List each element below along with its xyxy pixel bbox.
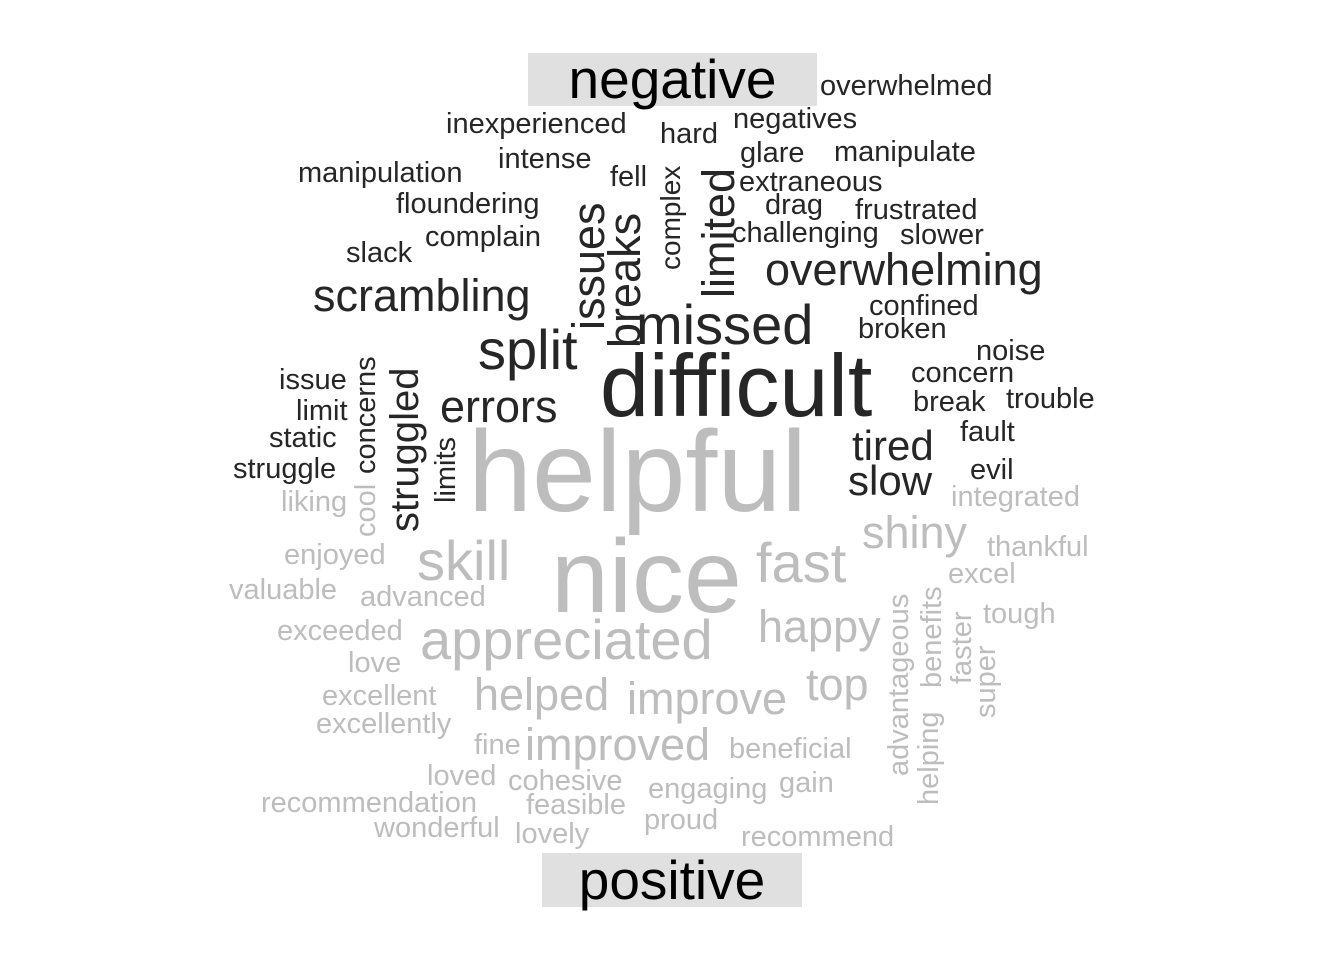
word-fault: fault bbox=[960, 416, 1015, 448]
word-helped: helped bbox=[474, 669, 610, 720]
word-engaging: engaging bbox=[648, 773, 768, 805]
word-loved: loved bbox=[427, 760, 497, 792]
word-nice: nice bbox=[551, 519, 742, 635]
word-break: break bbox=[913, 386, 986, 418]
word-static: static bbox=[269, 422, 337, 454]
word-tough: tough bbox=[983, 598, 1056, 630]
word-thankful: thankful bbox=[987, 531, 1089, 563]
word-enjoyed: enjoyed bbox=[284, 539, 386, 571]
word-slow: slow bbox=[848, 457, 933, 504]
word-improve: improve bbox=[627, 673, 788, 724]
group-label-positive: positive bbox=[542, 852, 802, 907]
word-appreciated: appreciated bbox=[420, 608, 713, 671]
word-evil: evil bbox=[970, 454, 1014, 486]
word-overwhelmed: overwhelmed bbox=[820, 70, 993, 102]
word-challenging: challenging bbox=[732, 217, 879, 249]
word-liking: liking bbox=[281, 486, 348, 518]
word-proud: proud bbox=[644, 804, 719, 836]
word-manipulation: manipulation bbox=[298, 157, 463, 189]
group-label-negative: negative bbox=[528, 52, 817, 107]
word-lovely: lovely bbox=[515, 818, 590, 850]
word-inexperienced: inexperienced bbox=[446, 108, 627, 140]
word-limits: limits bbox=[430, 436, 462, 503]
word-concerns: concerns bbox=[350, 356, 382, 474]
word-concern: concern bbox=[911, 357, 1015, 389]
word-errors: errors bbox=[440, 381, 558, 432]
word-trouble: trouble bbox=[1006, 383, 1095, 415]
word-advanced: advanced bbox=[360, 581, 486, 613]
word-excellent: excellent bbox=[322, 680, 437, 712]
word-broken: broken bbox=[858, 313, 947, 345]
word-top: top bbox=[806, 659, 869, 710]
word-helping: helping bbox=[913, 711, 945, 805]
word-improved: improved bbox=[525, 719, 711, 770]
word-cool: cool bbox=[350, 483, 382, 537]
word-complain: complain bbox=[425, 221, 542, 253]
word-love: love bbox=[348, 647, 402, 679]
word-struggled: struggled bbox=[383, 367, 427, 532]
word-frustrated: frustrated bbox=[855, 194, 978, 226]
word-wonderful: wonderful bbox=[374, 812, 500, 844]
word-overwhelming: overwhelming bbox=[765, 244, 1043, 295]
word-floundering: floundering bbox=[396, 188, 540, 220]
word-fine: fine bbox=[474, 729, 521, 761]
word-slack: slack bbox=[346, 237, 413, 269]
word-integrated: integrated bbox=[951, 481, 1080, 513]
word-limit: limit bbox=[296, 395, 348, 427]
word-intense: intense bbox=[498, 143, 592, 175]
word-fell: fell bbox=[610, 161, 648, 193]
word-manipulate: manipulate bbox=[834, 136, 976, 168]
word-helpful: helpful bbox=[468, 408, 807, 536]
word-exceeded: exceeded bbox=[277, 615, 403, 647]
word-recommend: recommend bbox=[741, 821, 895, 853]
word-tired: tired bbox=[852, 422, 934, 469]
word-shiny: shiny bbox=[862, 507, 968, 558]
word-scrambling: scrambling bbox=[313, 270, 531, 321]
word-confined: confined bbox=[869, 290, 979, 322]
word-noise: noise bbox=[976, 335, 1046, 367]
word-excellently: excellently bbox=[316, 708, 452, 740]
word-excel: excel bbox=[948, 558, 1016, 590]
word-beneficial: beneficial bbox=[729, 733, 852, 765]
word-split: split bbox=[478, 318, 578, 381]
word-difficult: difficult bbox=[600, 336, 873, 435]
word-missed: missed bbox=[636, 293, 814, 356]
word-gain: gain bbox=[779, 767, 834, 799]
word-skill: skill bbox=[417, 529, 511, 592]
word-hard: hard bbox=[660, 118, 719, 150]
word-negatives: negatives bbox=[733, 103, 858, 135]
word-issue: issue bbox=[279, 364, 347, 396]
word-struggle: struggle bbox=[233, 453, 337, 485]
word-drag: drag bbox=[765, 189, 824, 221]
word-extraneous: extraneous bbox=[739, 166, 883, 198]
word-breaks: breaks bbox=[599, 212, 650, 348]
word-glare: glare bbox=[740, 137, 805, 169]
word-advantageous: advantageous bbox=[883, 593, 915, 776]
word-benefits: benefits bbox=[916, 586, 948, 688]
word-valuable: valuable bbox=[229, 574, 338, 606]
word-slower: slower bbox=[900, 219, 984, 251]
word-happy: happy bbox=[758, 601, 881, 652]
word-complex: complex bbox=[655, 165, 686, 270]
word-fast: fast bbox=[756, 531, 847, 594]
word-recommendation: recommendation bbox=[261, 787, 477, 819]
word-cohesive: cohesive bbox=[508, 765, 623, 797]
word-super: super bbox=[970, 645, 1002, 718]
word-feasible: feasible bbox=[526, 789, 626, 821]
